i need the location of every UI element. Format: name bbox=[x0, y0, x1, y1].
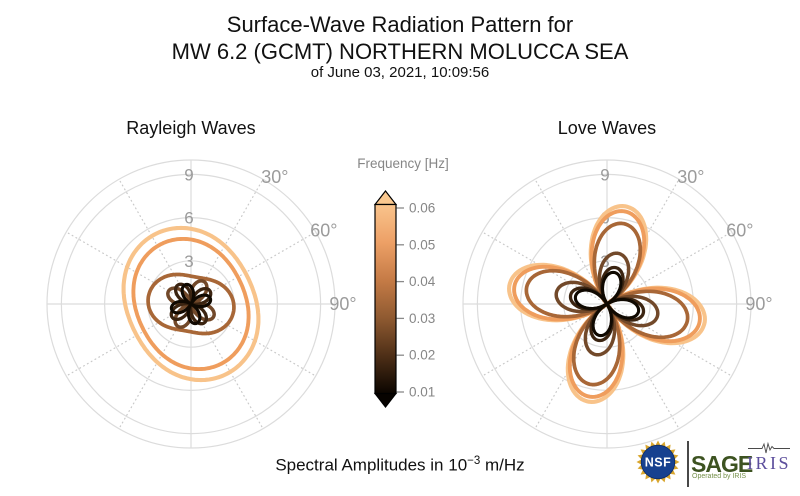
radiation-curve-f0.06 bbox=[121, 225, 261, 383]
colorbar-tick-label: 0.01 bbox=[409, 385, 435, 400]
colorbar-arrow-bottom bbox=[373, 392, 398, 408]
colorbar-title: Frequency [Hz] bbox=[357, 156, 449, 171]
figure-title-line2: MW 6.2 (GCMT) NORTHERN MOLUCCA SEA bbox=[171, 39, 629, 64]
angular-gridline-dotted bbox=[481, 303, 608, 377]
theta-tick-label: 60° bbox=[310, 220, 337, 240]
sage-logo-text: SAGE bbox=[691, 451, 753, 477]
radial-tick-label: 9 bbox=[184, 165, 193, 184]
theta-tick-label: 60° bbox=[726, 220, 753, 240]
caption-base: 10 bbox=[448, 455, 468, 475]
angular-gridline-dotted bbox=[118, 178, 192, 305]
radial-tick-label: 9 bbox=[600, 165, 609, 184]
radial-tick-label: 3 bbox=[184, 252, 193, 271]
theta-tick-label: 30° bbox=[261, 167, 288, 187]
theta-tick-label: 90° bbox=[329, 294, 356, 314]
colorbar-tick-label: 0.06 bbox=[409, 201, 435, 216]
logo-strip: NSF bbox=[636, 440, 790, 487]
caption-prefix: Spectral Amplitudes in bbox=[275, 455, 449, 475]
angular-gridline-dotted bbox=[118, 303, 192, 430]
caption-suffix: m/Hz bbox=[480, 455, 525, 475]
rayleigh-plot-title: Rayleigh Waves bbox=[126, 118, 256, 138]
angular-gridline-dotted bbox=[534, 178, 608, 305]
colorbar-tick-label: 0.03 bbox=[409, 311, 435, 326]
theta-tick-label: 90° bbox=[745, 294, 772, 314]
colorbar-arrow-top bbox=[373, 190, 398, 206]
angular-gridline-dotted bbox=[190, 303, 264, 430]
angular-gridline-dotted bbox=[606, 303, 733, 377]
iris-logo-text: IRIS bbox=[747, 453, 792, 473]
colorbar-gradient bbox=[374, 203, 397, 395]
radiation-curve-f0.01 bbox=[169, 282, 213, 326]
theta-tick-label: 30° bbox=[677, 167, 704, 187]
angular-gridline-dotted bbox=[65, 303, 192, 377]
angular-gridline-dotted bbox=[606, 178, 680, 305]
angular-gridline-dotted bbox=[606, 231, 733, 305]
amplitude-units-caption: Spectral Amplitudes in 10−3 m/Hz bbox=[0, 455, 800, 476]
iris-seismogram-icon bbox=[748, 441, 790, 454]
nsf-globe-icon bbox=[640, 444, 676, 480]
angular-gridline-dotted bbox=[534, 303, 608, 430]
angular-gridline-dotted bbox=[190, 303, 317, 377]
colorbar-tick-label: 0.04 bbox=[409, 274, 436, 289]
sage-logo-subtext: Operated by IRIS bbox=[692, 473, 747, 480]
figure-title-line1: Surface-Wave Radiation Pattern for bbox=[226, 12, 574, 37]
figure-title-date: of June 03, 2021, 10:09:56 bbox=[310, 64, 490, 81]
nsf-logo-text: NSF bbox=[645, 456, 672, 470]
frequency-colorbar: 0.06 0.05 0.04 0.03 0.02 0.01 bbox=[373, 190, 436, 408]
radiation-curve-f0.05 bbox=[131, 236, 251, 372]
love-polar-plot: 369 30°60°90° bbox=[462, 159, 773, 449]
angular-gridline-dotted bbox=[606, 303, 680, 430]
radiation-curve-f0.04 bbox=[146, 272, 236, 336]
radiation-curve-f0.01 bbox=[573, 270, 641, 338]
colorbar-tick-label: 0.02 bbox=[409, 348, 435, 363]
caption-exponent: −3 bbox=[467, 455, 481, 467]
angular-gridline-dotted bbox=[190, 178, 264, 305]
angular-gridline-dotted bbox=[481, 231, 608, 305]
radial-tick-label: 6 bbox=[184, 209, 193, 228]
angular-gridline-dotted bbox=[190, 231, 317, 305]
colorbar-tick-label: 0.05 bbox=[409, 237, 435, 252]
rayleigh-polar-plot: 3 6 9 30° 60° 90° bbox=[46, 159, 357, 449]
radiation-curve-f0.02 bbox=[169, 282, 213, 326]
angular-gridline-dotted bbox=[65, 231, 192, 305]
love-plot-title: Love Waves bbox=[557, 118, 657, 138]
